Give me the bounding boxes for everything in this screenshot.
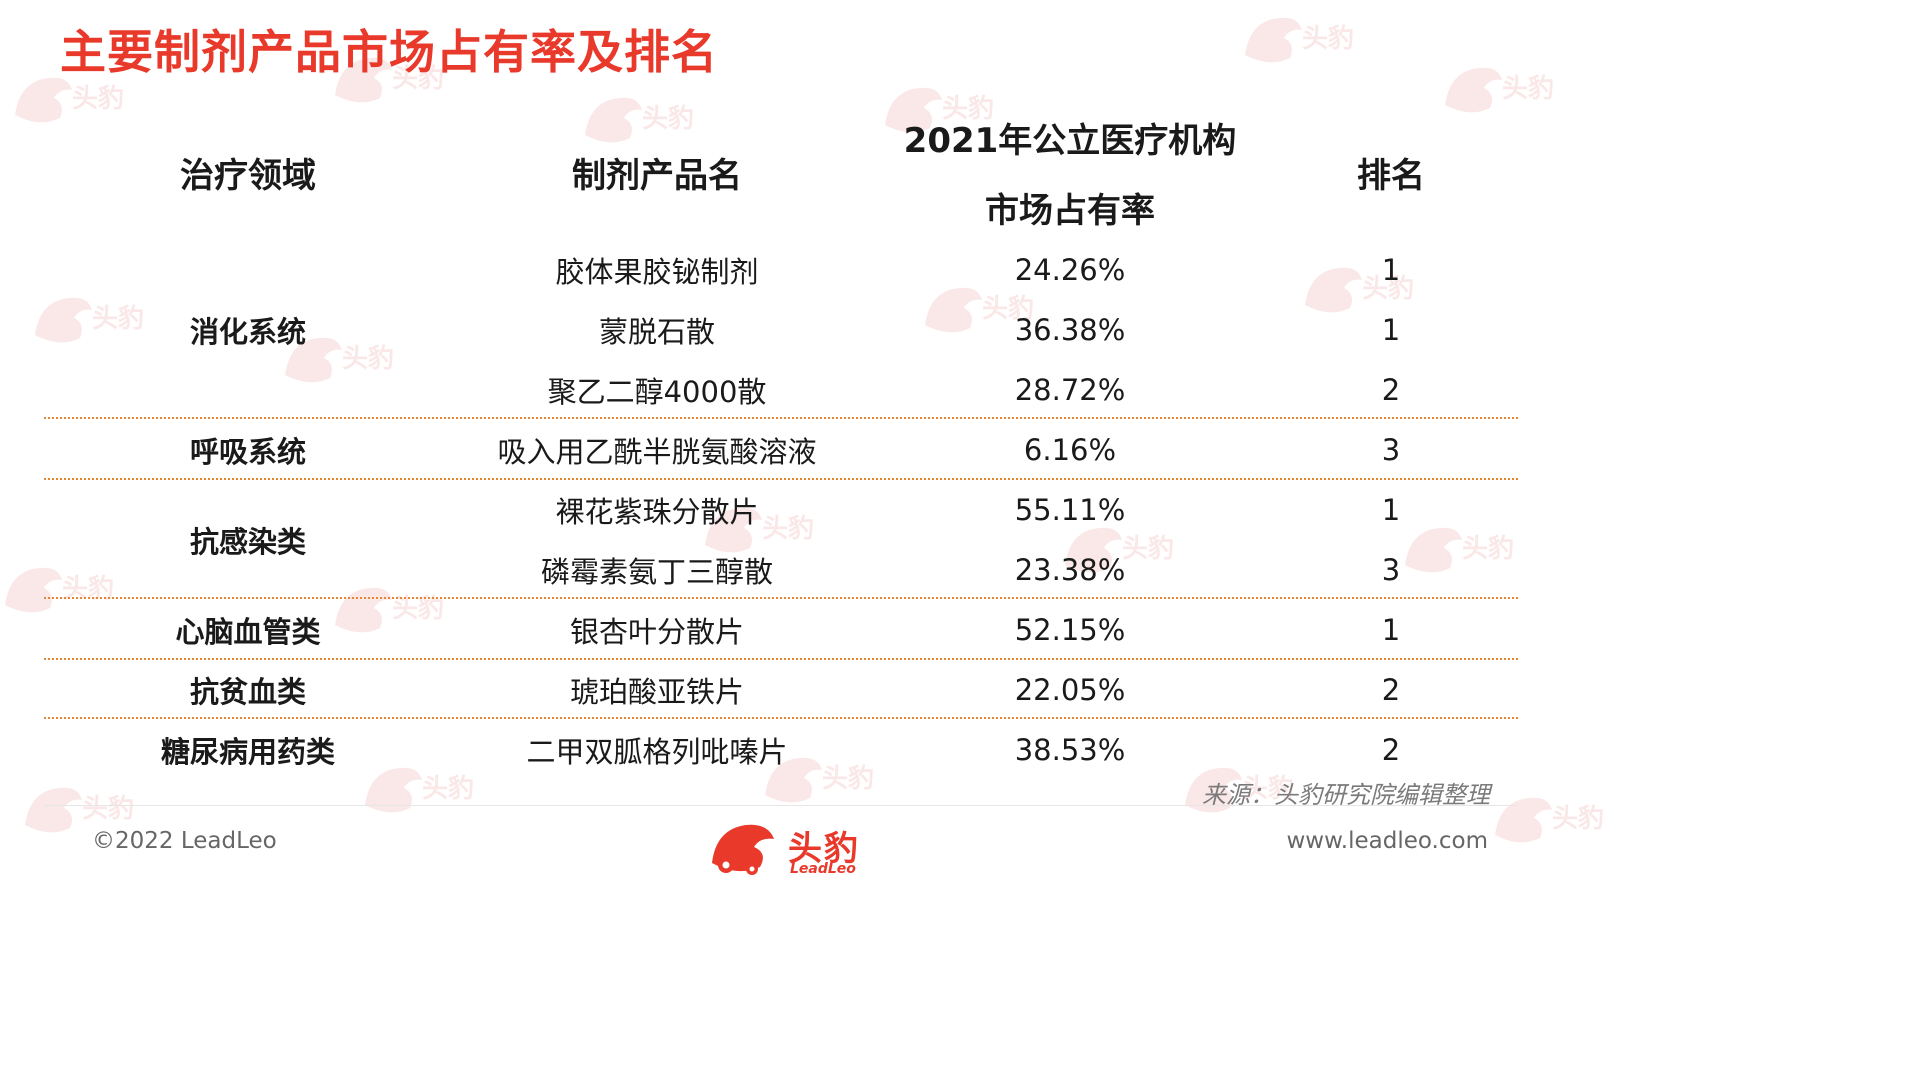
market-share: 23.38% [1014,553,1126,587]
category-anti-infective: 抗感染类 [189,525,307,559]
rank-value: 3 [1381,553,1401,587]
copyright: ©2022 LeadLeo [92,828,277,854]
header-domain: 治疗领域 [180,156,316,196]
watermark-logo: 头豹 [1400,520,1514,584]
watermark-text: 头豹 [72,84,125,114]
website-url: www.leadleo.com [1286,828,1488,854]
market-share: 38.53% [1014,733,1126,767]
watermark-text: 头豹 [1462,534,1515,564]
watermark-logo: 头豹 [1300,260,1414,324]
watermark-text: 头豹 [1122,534,1175,564]
watermark-text: 头豹 [1302,24,1355,54]
category-cardiovascular: 心脑血管类 [175,615,321,649]
market-share: 55.11% [1014,493,1126,527]
brand-logo: 头豹 LeadLeo [708,815,868,881]
product-name: 胶体果胶铋制剂 [555,255,759,289]
watermark-text: 头豹 [342,344,395,374]
row-divider [44,417,1518,419]
row-divider [44,478,1518,480]
rank-value: 2 [1381,673,1401,707]
market-share: 52.15% [1014,613,1126,647]
footer-divider [44,805,1518,806]
watermark-text: 头豹 [392,594,445,624]
product-name: 二甲双胍格列吡嗪片 [526,735,788,769]
watermark-logo: 头豹 [920,280,1034,344]
watermark-text: 头豹 [82,794,135,824]
watermark-text: 头豹 [62,574,115,604]
product-name: 裸花紫珠分散片 [555,495,759,529]
watermark-logo: 头豹 [360,760,474,824]
category-respiratory: 呼吸系统 [189,435,307,469]
market-share: 22.05% [1014,673,1126,707]
market-share: 24.26% [1014,253,1126,287]
leopard-icon [712,824,774,875]
row-divider [44,658,1518,660]
watermark-text: 头豹 [422,774,475,804]
row-divider [44,597,1518,599]
rank-value: 1 [1381,493,1401,527]
category-digestive: 消化系统 [189,315,307,349]
logo-text: 头豹 [788,829,860,869]
rank-value: 2 [1381,373,1401,407]
watermark-logo: 头豹 [1240,10,1354,74]
watermark-logo: 头豹 [580,90,694,154]
category-diabetes: 糖尿病用药类 [160,735,336,769]
rank-value: 3 [1381,433,1401,467]
watermark-logo: 头豹 [30,290,144,354]
row-divider [44,717,1518,719]
market-share: 6.16% [1023,433,1117,467]
watermark-text: 头豹 [762,514,815,544]
watermark-logo: 头豹 [1490,790,1604,854]
header-rank: 排名 [1357,156,1425,196]
rank-value: 1 [1381,613,1401,647]
watermark-logo: 头豹 [330,580,444,644]
logo-subtext: LeadLeo [790,861,856,877]
source-note: 来源：头豹研究院编辑整理 [1202,781,1490,809]
market-share: 28.72% [1014,373,1126,407]
watermark-text: 头豹 [822,764,875,794]
watermark-text: 头豹 [1502,74,1555,104]
header-share-line2: 市场占有率 [985,191,1155,231]
watermark-text: 头豹 [1552,804,1605,834]
category-anti-anemia: 抗贫血类 [189,675,307,709]
product-name: 磷霉素氨丁三醇散 [540,555,774,589]
header-product: 制剂产品名 [572,156,742,196]
watermark-logo: 头豹 [1440,60,1554,124]
rank-value: 1 [1381,253,1401,287]
product-name: 聚乙二醇4000散 [547,375,767,409]
header-share-line1: 2021年公立医疗机构 [903,121,1237,161]
product-name: 吸入用乙酰半胱氨酸溶液 [497,435,817,469]
page-title: 主要制剂产品市场占有率及排名 [60,25,718,79]
watermark-text: 头豹 [92,304,145,334]
rank-value: 1 [1381,313,1401,347]
product-name: 琥珀酸亚铁片 [569,675,745,709]
product-name: 银杏叶分散片 [569,615,745,649]
watermark-logo: 头豹 [0,560,114,624]
rank-value: 2 [1381,733,1401,767]
market-share: 36.38% [1014,313,1126,347]
product-name: 蒙脱石散 [598,315,716,349]
watermark-text: 头豹 [642,104,695,134]
watermark-logo: 头豹 [20,780,134,844]
